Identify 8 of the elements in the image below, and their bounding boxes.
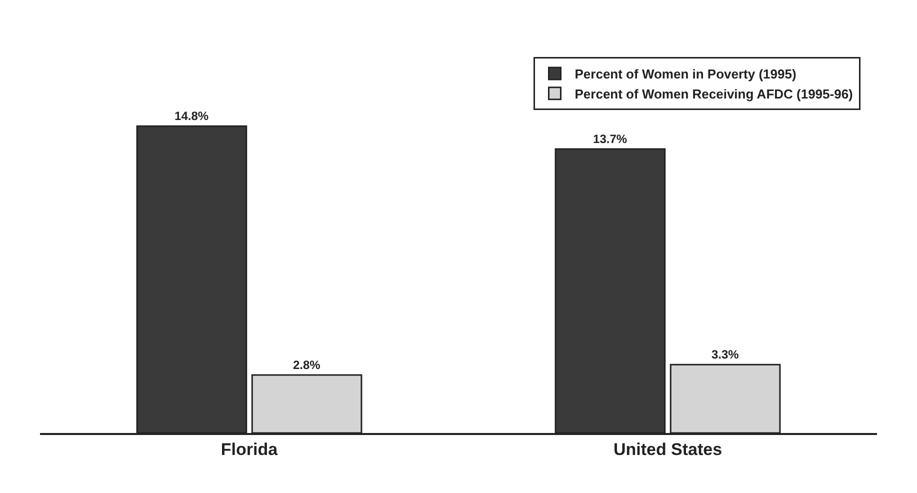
x-tick-label: United States xyxy=(613,440,722,460)
legend-label: Percent of Women in Poverty (1995) xyxy=(574,66,796,82)
data-label: 13.7% xyxy=(593,132,628,146)
legend-label: Percent of Women Receiving AFDC (1995-96) xyxy=(574,86,853,102)
data-label: 14.8% xyxy=(174,109,209,124)
data-label: 3.3% xyxy=(711,348,740,362)
x-tick-label: Florida xyxy=(220,440,278,460)
data-label: 2.8% xyxy=(292,358,321,372)
